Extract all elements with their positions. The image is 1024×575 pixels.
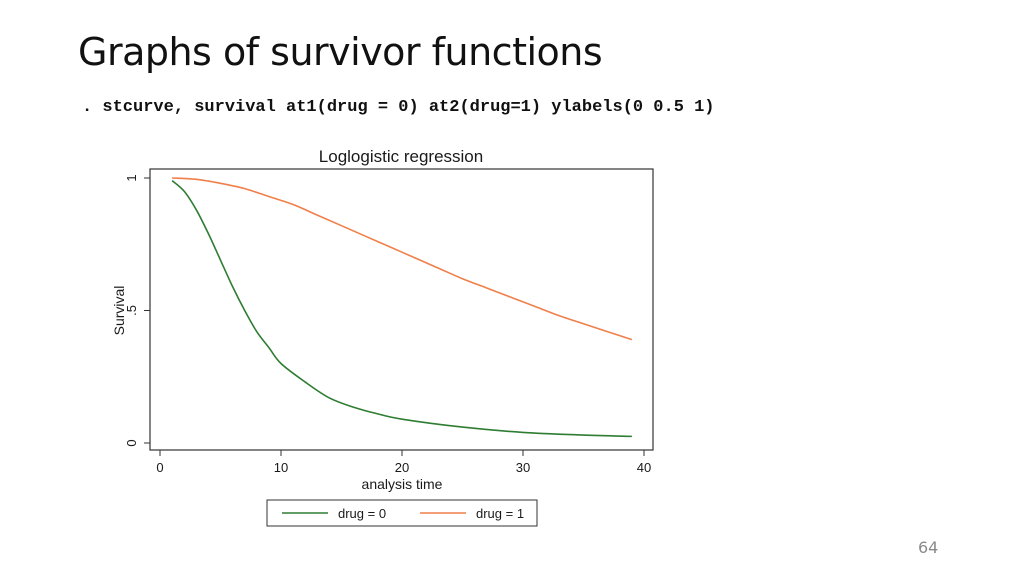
y-tick-label: 0 <box>124 439 139 446</box>
legend-box <box>266 499 538 527</box>
y-tick-label: 1 <box>124 174 139 181</box>
x-tick-label: 20 <box>395 460 409 475</box>
slide-title: Graphs of survivor functions <box>78 30 603 74</box>
y-axis-label: Survival <box>111 286 127 336</box>
x-axis-label: analysis time <box>362 476 443 492</box>
page-number: 64 <box>918 538 939 557</box>
series-line-drug-0 <box>171 180 632 438</box>
legend: drug = 0 drug = 1 <box>282 506 524 521</box>
x-tick-label: 0 <box>156 460 163 475</box>
plot-frame <box>149 168 654 451</box>
y-axis: 0.51 <box>124 174 151 447</box>
x-tick-label: 30 <box>516 460 530 475</box>
series-line-drug-1 <box>172 177 633 341</box>
x-tick-label: 10 <box>274 460 288 475</box>
y-tick-label: .5 <box>124 305 139 316</box>
stata-command: . stcurve, survival at1(drug = 0) at2(dr… <box>82 98 715 117</box>
legend-label: drug = 0 <box>338 506 386 521</box>
series-layer <box>171 177 633 438</box>
chart-canvas: Loglogistic regression 0.51 0 10 20 30 40 Su… <box>111 147 654 527</box>
x-tick-label: 40 <box>637 460 651 475</box>
chart-title: Loglogistic regression <box>319 147 483 166</box>
x-axis: 0 10 20 30 40 <box>156 449 651 475</box>
legend-label: drug = 1 <box>476 506 524 521</box>
survival-chart: Loglogistic regression 0.5 1 0 10 20 30 40 Su… <box>100 140 680 535</box>
